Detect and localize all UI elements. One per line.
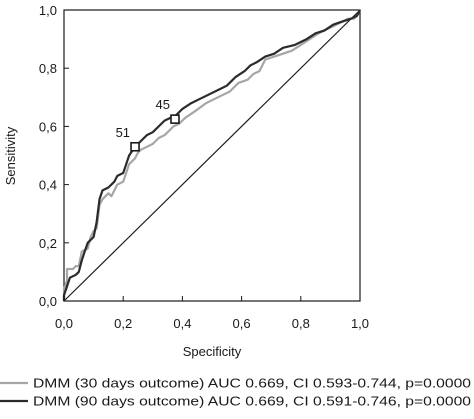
series-layer bbox=[62, 9, 361, 301]
y-axis-title: Sensitivity bbox=[3, 126, 18, 185]
y-tick-label: 1,0 bbox=[39, 3, 57, 18]
roc-curve-series-2 bbox=[62, 9, 361, 301]
x-axis-title: Specificity bbox=[183, 344, 242, 359]
x-tick-label: 0,8 bbox=[292, 316, 310, 331]
y-tick-label: 0,8 bbox=[39, 61, 57, 76]
y-tick-label: 0,6 bbox=[39, 119, 57, 134]
reference-diagonal-line bbox=[63, 9, 361, 302]
cut-point-label-45: 45 bbox=[156, 97, 170, 112]
y-axis-ticks: 0,0 0,2 0,4 0,6 0,8 1,0 bbox=[39, 3, 69, 309]
cut-point-label-51: 51 bbox=[116, 125, 130, 140]
y-tick-label: 0,0 bbox=[39, 294, 57, 309]
cut-point-marker-45 bbox=[170, 114, 180, 124]
plot-frame bbox=[63, 9, 361, 302]
x-tick-label: 0,2 bbox=[114, 316, 132, 331]
legend-label-series-2: DMM (90 days outcome) AUC 0.669, CI 0.59… bbox=[33, 395, 471, 409]
cut-point-layer: 51 45 bbox=[116, 97, 180, 152]
x-tick-label: 0,6 bbox=[233, 316, 251, 331]
legend: DMM (30 days outcome) AUC 0.669, CI 0.59… bbox=[0, 377, 471, 409]
x-tick-label: 0,0 bbox=[55, 316, 73, 331]
x-tick-label: 1,0 bbox=[351, 316, 369, 331]
y-tick-label: 0,2 bbox=[39, 236, 57, 251]
y-tick-label: 0,4 bbox=[39, 178, 57, 193]
x-axis-ticks: 0,0 0,2 0,4 0,6 0,8 1,0 bbox=[55, 296, 369, 331]
legend-label-series-1: DMM (30 days outcome) AUC 0.669, CI 0.59… bbox=[33, 377, 471, 391]
reference-layer bbox=[63, 9, 361, 302]
x-tick-label: 0,4 bbox=[173, 316, 191, 331]
cut-point-marker-51 bbox=[130, 141, 140, 152]
